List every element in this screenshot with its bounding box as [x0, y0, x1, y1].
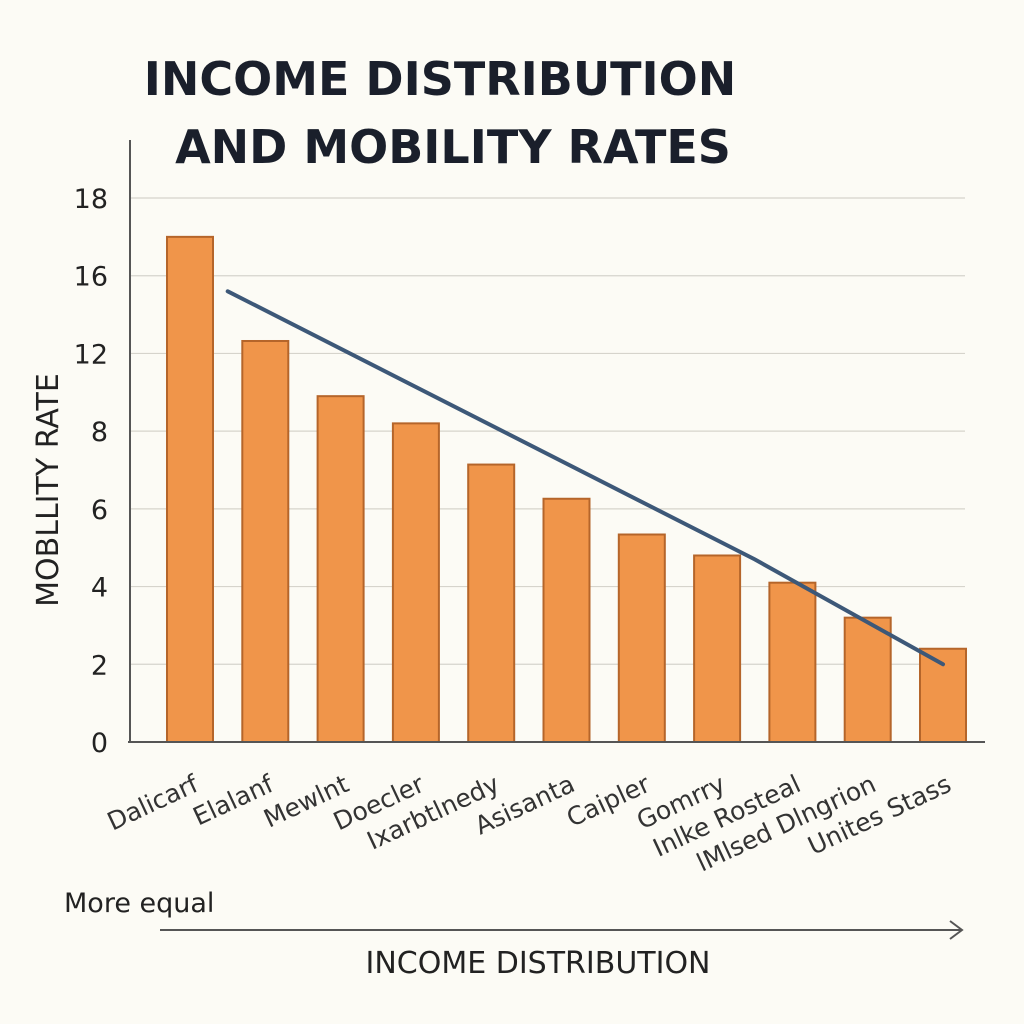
bars: [166, 235, 967, 744]
x-direction-arrow: [160, 920, 964, 940]
bar-6: [617, 533, 666, 744]
y-tick-label-6: 16: [74, 262, 108, 293]
y-tick-label-0: 0: [91, 728, 108, 759]
x-axis-label: INCOME DISTRIBUTION: [366, 946, 711, 981]
category-labels: DalicarfElalanfMewlntDoeclerIxarbtlnedyA…: [103, 769, 956, 878]
bar-9: [843, 616, 892, 744]
category-label-0: Dalicarf: [103, 769, 204, 837]
bar-7: [693, 554, 742, 743]
x-axis-note: More equal: [64, 888, 214, 919]
y-tick-label-7: 18: [74, 184, 108, 215]
chart-title-line-2: AND MOBILITY RATES: [175, 120, 731, 174]
trend-line: [225, 289, 945, 667]
bar-3: [391, 422, 440, 743]
y-axis-label: MOBLLITY RATE: [31, 373, 66, 607]
bar-0: [166, 235, 214, 743]
y-tick-label-1: 2: [91, 650, 108, 681]
y-tick-label-3: 6: [91, 495, 108, 526]
bar-4: [467, 463, 516, 743]
y-tick-labels: 0 2 4 6 8 12 16 18: [74, 184, 108, 759]
chart-title-line-1: INCOME DISTRIBUTION: [144, 52, 737, 106]
bar-8: [768, 581, 817, 744]
bar-5: [542, 497, 591, 743]
y-tick-label-5: 12: [74, 339, 108, 370]
bar-2: [316, 395, 365, 743]
y-tick-label-2: 4: [91, 573, 108, 604]
y-tick-label-4: 8: [91, 417, 108, 448]
bar-1: [241, 339, 290, 743]
trend-line-group: [225, 289, 945, 667]
